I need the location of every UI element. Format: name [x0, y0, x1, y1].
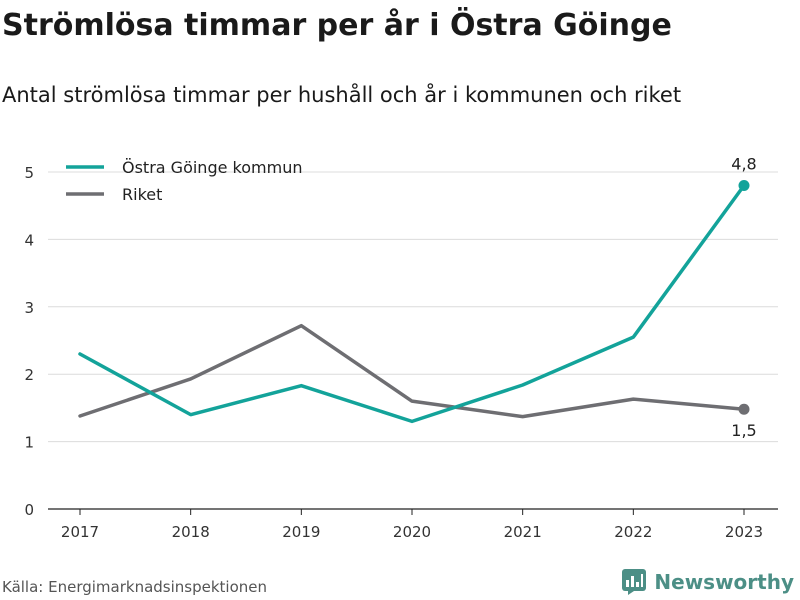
series-end-point-1	[738, 403, 750, 415]
y-tick-label: 5	[24, 164, 34, 182]
series-line-0	[78, 183, 746, 424]
x-tick-label: 2021	[504, 523, 542, 541]
y-axis-ticks: 0 1 2 3 4 5	[24, 164, 34, 519]
newsworthy-brand: Newsworthy	[622, 569, 794, 595]
data-label-1: 1,5	[731, 421, 756, 440]
brand-name: Newsworthy	[654, 570, 794, 594]
x-tick-label: 2019	[282, 523, 320, 541]
series-line-1	[78, 323, 746, 419]
y-tick-label: 0	[24, 501, 34, 519]
legend-label-1: Riket	[122, 185, 162, 204]
x-tick-label: 2023	[725, 523, 763, 541]
data-label-0: 4,8	[731, 154, 756, 173]
x-axis: 2017 2018 2019 2020 2021 2022 2023	[48, 508, 778, 541]
chart-subtitle: Antal strömlösa timmar per hushåll och å…	[2, 83, 682, 107]
y-tick-label: 2	[24, 366, 34, 384]
newsworthy-logo-icon	[622, 569, 647, 595]
series-end-point-0	[738, 179, 750, 191]
x-tick-label: 2017	[61, 523, 99, 541]
source-note: Källa: Energimarknadsinspektionen	[2, 578, 268, 596]
y-tick-label: 1	[24, 434, 34, 452]
series-lines	[78, 179, 750, 424]
legend-label-0: Östra Göinge kommun	[122, 158, 302, 177]
y-tick-label: 4	[24, 231, 34, 249]
y-tick-label: 3	[24, 299, 34, 317]
x-tick-label: 2020	[393, 523, 431, 541]
x-tick-label: 2022	[614, 523, 652, 541]
legend: Östra Göinge kommun Riket	[66, 158, 302, 204]
data-labels: 1,5 4,8	[731, 154, 756, 440]
chart-title: Strömlösa timmar per år i Östra Göinge	[2, 8, 672, 43]
x-tick-label: 2018	[172, 523, 210, 541]
